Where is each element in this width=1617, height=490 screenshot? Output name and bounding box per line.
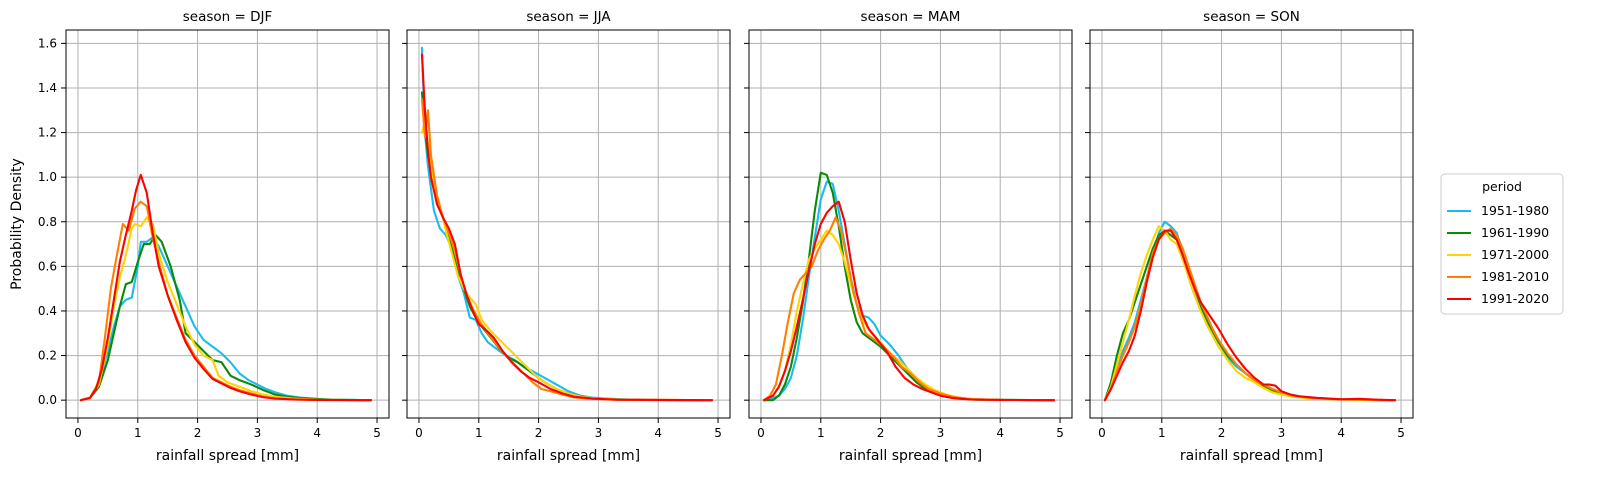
x-tick-label: 2 <box>877 426 885 440</box>
x-tick-label: 1 <box>1158 426 1166 440</box>
y-axis-label: Probability Density <box>9 158 25 290</box>
x-tick-label: 2 <box>1218 426 1226 440</box>
y-tick-label: 0.2 <box>38 349 57 363</box>
series-line-jja-1961-1990 <box>420 91 714 402</box>
legend-entry: 1951-1980 <box>1481 203 1549 218</box>
series-line-djf-1961-1990 <box>79 234 373 402</box>
series-line-jja-1991-2020 <box>420 53 714 402</box>
x-tick-label: 3 <box>937 426 945 440</box>
x-tick-label: 5 <box>714 426 722 440</box>
series-line-djf-1971-2000 <box>79 216 373 402</box>
y-tick-label: 1.4 <box>38 81 57 95</box>
series-line-jja-1971-2000 <box>420 120 714 402</box>
legend-title: period <box>1482 179 1522 194</box>
x-axis-label: rainfall spread [mm] <box>156 448 299 464</box>
x-tick-label: 0 <box>757 426 765 440</box>
x-tick-label: 0 <box>1098 426 1106 440</box>
series-line-jja-1981-2010 <box>420 98 714 402</box>
panel-frame <box>1089 29 1414 419</box>
y-tick-label: 0.8 <box>38 215 57 229</box>
y-tick-label: 0.6 <box>38 259 57 273</box>
x-tick-label: 5 <box>1397 426 1405 440</box>
legend-entry: 1961-1990 <box>1481 225 1549 240</box>
x-tick-label: 2 <box>194 426 202 440</box>
panel-frame <box>65 29 390 419</box>
x-tick-label: 1 <box>817 426 825 440</box>
x-tick-label: 4 <box>996 426 1004 440</box>
x-tick-label: 1 <box>134 426 142 440</box>
x-tick-label: 4 <box>313 426 321 440</box>
x-tick-label: 5 <box>1056 426 1064 440</box>
y-tick-label: 0.4 <box>38 304 57 318</box>
y-tick-label: 0.0 <box>38 393 57 407</box>
x-tick-label: 4 <box>654 426 662 440</box>
y-tick-label: 1.2 <box>38 126 57 140</box>
facet-title: season = JJA <box>526 9 611 25</box>
legend-frame <box>1440 173 1564 315</box>
series-line-mam-1991-2020 <box>762 200 1056 402</box>
x-tick-label: 3 <box>595 426 603 440</box>
x-tick-label: 0 <box>415 426 423 440</box>
x-axis-label: rainfall spread [mm] <box>1180 448 1323 464</box>
x-axis-label: rainfall spread [mm] <box>839 448 982 464</box>
series-line-son-1991-2020 <box>1103 229 1397 402</box>
x-tick-label: 3 <box>254 426 262 440</box>
y-tick-label: 1.6 <box>38 36 57 50</box>
facet-title: season = DJF <box>183 9 273 25</box>
panel-frame <box>748 29 1073 419</box>
facet-title: season = SON <box>1203 9 1300 25</box>
x-tick-label: 3 <box>1278 426 1286 440</box>
legend-entry: 1971-2000 <box>1481 247 1549 262</box>
x-tick-label: 2 <box>535 426 543 440</box>
series-line-djf-1991-2020 <box>79 173 373 402</box>
facet-title: season = MAM <box>861 9 961 25</box>
series-line-son-1971-2000 <box>1103 225 1397 402</box>
legend-entry: 1991-2020 <box>1481 291 1549 306</box>
x-tick-label: 0 <box>74 426 82 440</box>
x-tick-label: 4 <box>1337 426 1345 440</box>
panel-frame <box>406 29 731 419</box>
series-line-mam-1981-2010 <box>762 216 1056 402</box>
x-tick-label: 1 <box>475 426 483 440</box>
x-tick-label: 5 <box>373 426 381 440</box>
legend-entry: 1981-2010 <box>1481 269 1549 284</box>
series-line-mam-1951-1980 <box>762 180 1056 402</box>
y-tick-label: 1.0 <box>38 170 57 184</box>
series-line-jja-1951-1980 <box>420 46 714 402</box>
x-axis-label: rainfall spread [mm] <box>497 448 640 464</box>
